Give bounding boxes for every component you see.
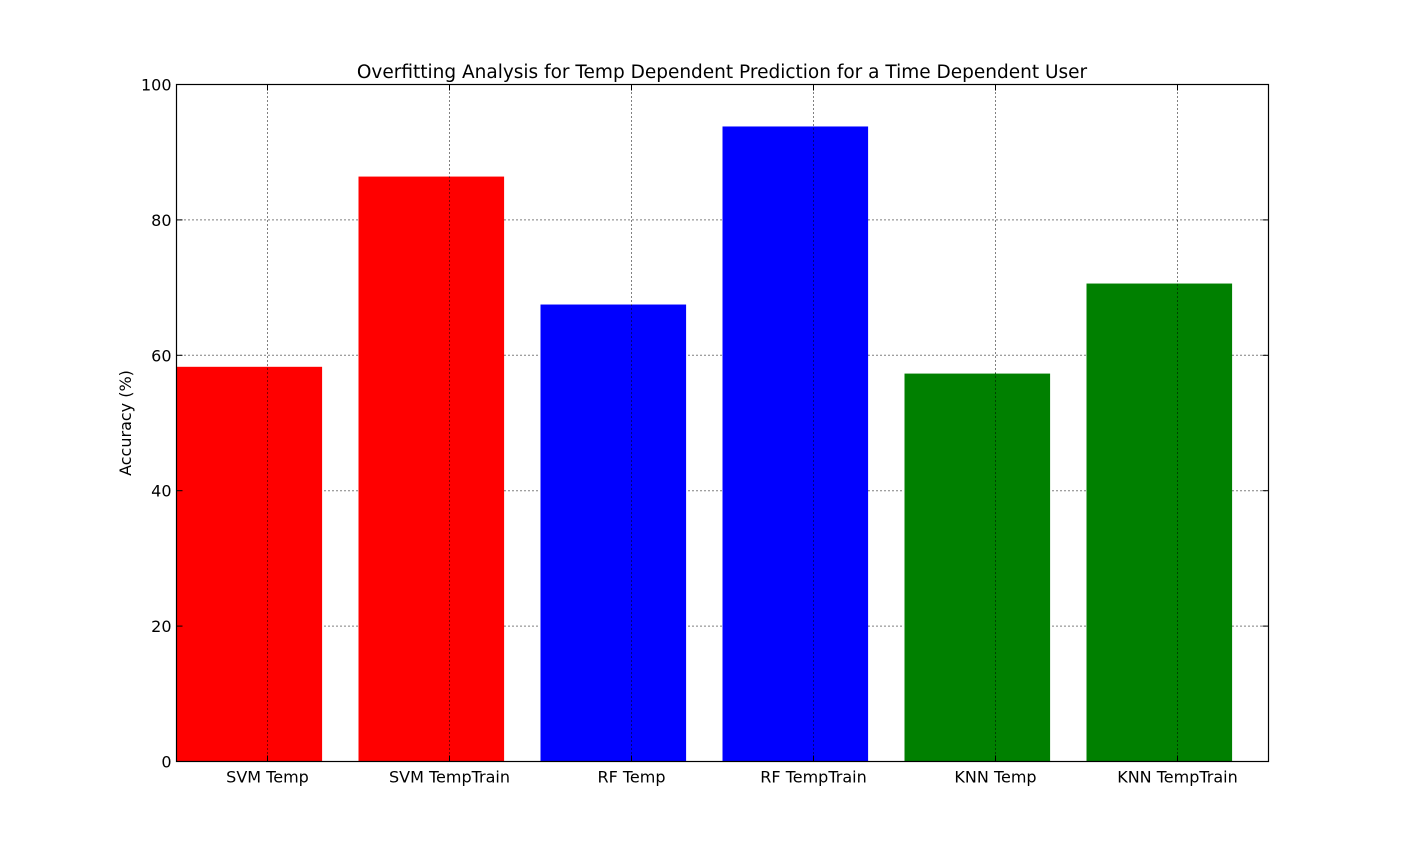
bar (176, 366, 323, 762)
y-tick-label: 60 (151, 346, 171, 365)
y-tick-label: 40 (151, 482, 171, 501)
x-tick-label: SVM TempTrain (389, 768, 510, 787)
x-grid-lines (267, 84, 1178, 762)
bar (540, 304, 687, 762)
bar (904, 373, 1051, 762)
x-tick-label: SVM Temp (226, 768, 309, 787)
y-tick-label: 0 (161, 753, 171, 772)
bar (722, 126, 869, 762)
y-tick-label: 80 (151, 211, 171, 230)
bars (176, 126, 1233, 762)
y-axis-label: Accuracy (%) (116, 370, 135, 476)
y-tick-label: 20 (151, 617, 171, 636)
bar (358, 176, 505, 762)
x-tick-label: KNN TempTrain (1117, 768, 1238, 787)
x-tick-label: RF Temp (597, 768, 665, 787)
plot-frame (175, 83, 1270, 763)
x-tick-label: KNN Temp (954, 768, 1036, 787)
bar (1086, 283, 1233, 762)
y-tick-label: 100 (141, 76, 172, 95)
axis-ticks: 0 20 40 60 80 100 SVM Temp SVM TempTrain RF Temp… (141, 76, 1269, 787)
x-tick-label: RF TempTrain (760, 768, 866, 787)
chart-title: Overfitting Analysis for Temp Dependent … (357, 62, 1088, 83)
